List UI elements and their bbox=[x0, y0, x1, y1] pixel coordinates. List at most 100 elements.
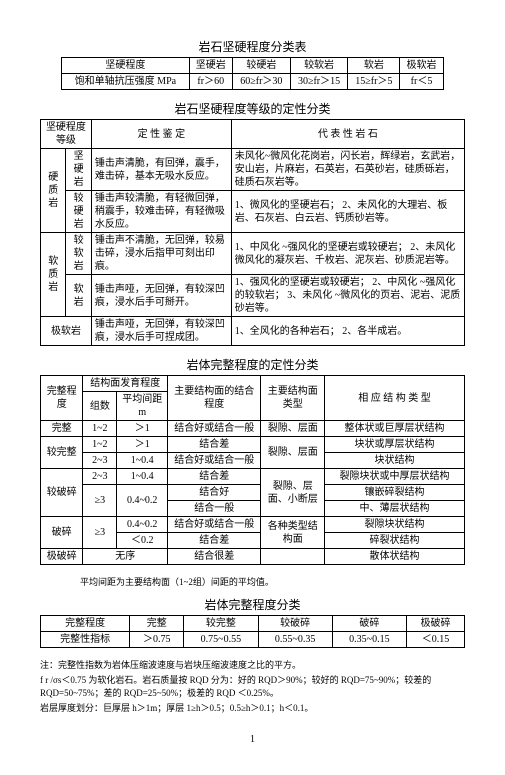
t3-h-zy: 主要结构面的结合程度 bbox=[168, 376, 261, 421]
t2-r3r: 1、中风化 ~强风化的坚硬岩或较硬岩； 2、未风化微风化的凝灰岩、千枚岩、泥灰岩… bbox=[231, 233, 464, 275]
t3r2d2: 结合好 bbox=[168, 485, 261, 501]
t3r1f: 块状或厚层状结构 bbox=[325, 437, 465, 453]
t3r1d: 结合差 bbox=[168, 437, 261, 453]
t1-title: 岩石坚硬程度分类表 bbox=[40, 38, 465, 55]
t3r2f3: 中、薄层状结构 bbox=[325, 501, 465, 517]
t3-h-zs: 组数 bbox=[83, 392, 117, 421]
t4-title: 岩体完整程度分类 bbox=[40, 596, 465, 613]
table3: 完整程度 结构面发育程度 主要结构面的结合程度 主要结构面类型 相 应 结 构 … bbox=[40, 375, 465, 565]
t3r3f: 裂隙块状结构 bbox=[325, 517, 465, 533]
t3r4e bbox=[261, 549, 325, 565]
t3r0a: 完整 bbox=[41, 421, 83, 437]
t2-r5d: 锤击声哑，无回弹，有较深凹痕，浸水后手可捏成团。 bbox=[91, 317, 231, 346]
t4h5: 极破碎 bbox=[407, 616, 465, 632]
t1-h0: 坚硬程度 bbox=[62, 58, 189, 74]
t4h2: 较完整 bbox=[184, 616, 258, 632]
t3r4d: 结合很差 bbox=[168, 549, 261, 565]
t3r3c: 0.4~0.2 bbox=[117, 517, 168, 533]
t3r0e: 裂隙、层面 bbox=[261, 421, 325, 437]
t2-r4d: 锤击声哑，无回弹，有较深凹痕，浸水后手可掰开。 bbox=[91, 275, 231, 317]
t1-h5: 极软岩 bbox=[400, 58, 443, 74]
t4h4: 破碎 bbox=[332, 616, 406, 632]
t2-g2a: 较软岩 bbox=[66, 233, 91, 275]
t3-h-jglx: 主要结构面类型 bbox=[261, 376, 325, 421]
t2-r3d: 锤击声不清脆，无回弹，较易击碎，浸水后指甲可刻出印痕。 bbox=[91, 233, 231, 275]
t4-note1: f r /σs＜0.75 为软化岩石。岩石质量按 RQD 分为：好的 RQD＞9… bbox=[40, 673, 465, 699]
t2-g2: 软质岩 bbox=[41, 233, 66, 317]
t2-r5r: 1、全风化的各种岩石； 2、各半成岩。 bbox=[231, 317, 464, 346]
t4-note2: 岩层厚度划分：巨厚层 h＞1m；厚层 1≥h＞0.5；0.5≥h＞0.1；h＜0… bbox=[40, 701, 465, 714]
t2-h3: 代 表 性 岩 石 bbox=[231, 120, 464, 149]
t3-h-jg: 结构面发育程度 bbox=[83, 376, 168, 392]
t3r3d2: 结合差 bbox=[168, 533, 261, 549]
t3r2f2: 镶嵌碎裂结构 bbox=[325, 485, 465, 501]
t2-title: 岩石坚硬程度等级的定性分类 bbox=[40, 100, 465, 117]
t3r0c: ＞1 bbox=[117, 421, 168, 437]
t3r2a: 较破碎 bbox=[41, 469, 83, 517]
t3r1f2: 块状结构 bbox=[325, 453, 465, 469]
t3r3c2: ＜0.2 bbox=[117, 533, 168, 549]
t3r2b2: ≥3 bbox=[83, 485, 117, 517]
t1-c1: 60≥fr＞30 bbox=[232, 74, 290, 90]
t3r4b: 无序 bbox=[83, 549, 168, 565]
t2-g2b: 软岩 bbox=[66, 275, 91, 317]
t3r3d: 结合好或结合一般 bbox=[168, 517, 261, 533]
t4r1: ＞0.75 bbox=[130, 632, 184, 648]
t3r1a: 较完整 bbox=[41, 437, 83, 469]
t3r2b: 2~3 bbox=[83, 469, 117, 485]
t3r2e: 裂隙、层面、小断层 bbox=[261, 469, 325, 517]
t3r3e: 各种类型结构面 bbox=[261, 517, 325, 549]
t1-h1: 坚硬岩 bbox=[189, 58, 232, 74]
page-number: 1 bbox=[40, 734, 465, 745]
t3r2c2: 0.4~0.2 bbox=[117, 485, 168, 517]
t3-note: 平均间距为主要结构面（1~2组）间距的平均值。 bbox=[80, 575, 465, 588]
t4h0: 完整程度 bbox=[41, 616, 130, 632]
t3r0b: 1~2 bbox=[83, 421, 117, 437]
t3r3b: ≥3 bbox=[83, 517, 117, 549]
t4r3: 0.55~0.35 bbox=[258, 632, 332, 648]
t1-h3: 较软岩 bbox=[290, 58, 348, 74]
t1-c2: 30≥fr＞15 bbox=[290, 74, 348, 90]
t4r4: 0.35~0.15 bbox=[332, 632, 406, 648]
t3r1c: ＞1 bbox=[117, 437, 168, 453]
t2-r2d: 锤击声较清脆，有轻微回弹，稍震手，较难击碎，有轻微吸水反应。 bbox=[91, 191, 231, 233]
t2-g1b: 较硬岩 bbox=[66, 191, 91, 233]
t3r2c: 1~0.4 bbox=[117, 469, 168, 485]
t4h3: 较破碎 bbox=[258, 616, 332, 632]
t1-rowlabel: 饱和单轴抗压强度 MPa bbox=[62, 74, 189, 90]
t3-h-xy: 相 应 结 构 类 型 bbox=[325, 376, 465, 421]
t2-g1a: 坚硬岩 bbox=[66, 149, 91, 191]
t3r4a: 极破碎 bbox=[41, 549, 83, 565]
t3r0f: 整体状或巨厚层状结构 bbox=[325, 421, 465, 437]
t2-r1r: 未风化~微风化花岗岩，闪长岩，辉绿岩，玄武岩，安山岩，片麻岩，石英岩，石英砂岩，… bbox=[231, 149, 464, 191]
t1-c3: 15≥fr＞5 bbox=[348, 74, 400, 90]
t1-h2: 较硬岩 bbox=[232, 58, 290, 74]
t3r0d: 结合好或结合一般 bbox=[168, 421, 261, 437]
table1: 坚硬程度 坚硬岩 较硬岩 较软岩 软岩 极软岩 饱和单轴抗压强度 MPa fr＞… bbox=[61, 57, 444, 90]
t3r1e: 裂隙、层面 bbox=[261, 437, 325, 469]
t2-h2: 定 性 鉴 定 bbox=[91, 120, 231, 149]
t3r3a: 破碎 bbox=[41, 517, 83, 549]
t3-h-jd: 平均间距 m bbox=[117, 392, 168, 421]
t3r4f: 散体状结构 bbox=[325, 549, 465, 565]
t3r1c2: 1~0.4 bbox=[117, 453, 168, 469]
t4h1: 完整 bbox=[130, 616, 184, 632]
t3-h-wz: 完整程度 bbox=[41, 376, 83, 421]
table2: 坚硬程度等级 定 性 鉴 定 代 表 性 岩 石 硬质岩 坚硬岩 锤击声清脆，有… bbox=[40, 119, 465, 346]
t3r2d: 结合差 bbox=[168, 469, 261, 485]
table4: 完整程度 完整 较完整 较破碎 破碎 极破碎 完整性指标 ＞0.75 0.75~… bbox=[40, 615, 465, 648]
t4r0: 完整性指标 bbox=[41, 632, 130, 648]
t4r2: 0.75~0.55 bbox=[184, 632, 258, 648]
t3r2d3: 结合一般 bbox=[168, 501, 261, 517]
t1-h4: 软岩 bbox=[348, 58, 400, 74]
t1-c0: fr＞60 bbox=[189, 74, 232, 90]
t2-g1: 硬质岩 bbox=[41, 149, 66, 233]
t3r1b: 1~2 bbox=[83, 437, 117, 453]
t2-h1: 坚硬程度等级 bbox=[41, 120, 92, 149]
t3r3f2: 碎裂状结构 bbox=[325, 533, 465, 549]
t4-note0: 注：完整性指数为岩体压缩波速度与岩块压缩波速度之比的平方。 bbox=[40, 658, 465, 671]
t3r1b2: 2~3 bbox=[83, 453, 117, 469]
t2-r4r: 1、强风化的坚硬岩或较硬岩； 2、中风化 ~强风化的较软岩； 3、未风化 ~微风… bbox=[231, 275, 464, 317]
t2-r1d: 锤击声清脆，有回弹，震手，难击碎，基本无吸水反应。 bbox=[91, 149, 231, 191]
t4r5: ＜0.15 bbox=[407, 632, 465, 648]
